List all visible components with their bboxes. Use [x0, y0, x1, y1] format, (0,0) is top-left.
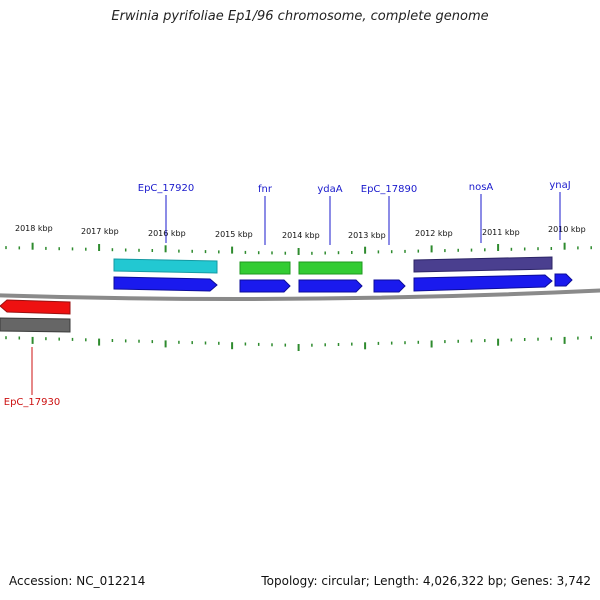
- gene-feature-ydaA[interactable]: [298, 261, 363, 275]
- scale-label: 2016 kbp: [148, 229, 186, 238]
- cds-arrow-epc-17930[interactable]: [0, 299, 71, 315]
- gene-label-ynaJ[interactable]: ynaJ: [549, 180, 570, 191]
- cds-arrow-nosA[interactable]: [413, 274, 553, 292]
- gene-feature-epc-17930[interactable]: [0, 317, 71, 333]
- lower-gene-track: [0, 299, 71, 333]
- cds-arrow-fnr[interactable]: [239, 279, 291, 293]
- gene-label-ydaA[interactable]: ydaA: [317, 184, 342, 195]
- cds-track: [113, 273, 573, 293]
- cds-arrow-ynaJ[interactable]: [554, 273, 573, 287]
- gene-feature-epc-17920[interactable]: [113, 258, 218, 274]
- gene-label-epc-17890[interactable]: EpC_17890: [361, 184, 417, 195]
- cds-arrow-epc-17890[interactable]: [373, 279, 406, 293]
- scale-labels: 2018 kbp 2017 kbp 2016 kbp 2015 kbp 2014…: [15, 224, 586, 240]
- gene-label-epc-17920[interactable]: EpC_17920: [138, 183, 194, 194]
- chromosome-backbone: [0, 288, 600, 301]
- scale-label: 2014 kbp: [282, 231, 320, 240]
- scale-label: 2012 kbp: [415, 229, 453, 238]
- gene-feature-nosA[interactable]: [413, 256, 553, 273]
- scale-label: 2011 kbp: [482, 228, 520, 237]
- scale-label: 2010 kbp: [548, 225, 586, 234]
- outer-tick-ring: [5, 242, 592, 255]
- gene-feature-fnr[interactable]: [239, 261, 291, 275]
- gene-label-fnr[interactable]: fnr: [258, 184, 273, 195]
- inner-tick-ring: [5, 336, 592, 351]
- cds-arrow-epc-17920[interactable]: [113, 276, 218, 292]
- accession-text: Accession: NC_012214: [9, 574, 146, 588]
- gene-label-epc-17930[interactable]: EpC_17930: [4, 397, 60, 408]
- upper-gene-track: [113, 256, 553, 275]
- scale-label: 2017 kbp: [81, 227, 119, 236]
- scale-label: 2013 kbp: [348, 231, 386, 240]
- gene-label-nosA[interactable]: nosA: [469, 182, 494, 193]
- cds-arrow-ydaA[interactable]: [298, 279, 363, 293]
- scale-label: 2018 kbp: [15, 224, 53, 233]
- gene-labels: EpC_17920 fnr ydaA EpC_17890 nosA ynaJ E…: [4, 180, 571, 408]
- scale-label: 2015 kbp: [215, 230, 253, 239]
- genome-summary-text: Topology: circular; Length: 4,026,322 bp…: [261, 574, 591, 588]
- map-title: Erwinia pyrifoliae Ep1/96 chromosome, co…: [111, 9, 489, 24]
